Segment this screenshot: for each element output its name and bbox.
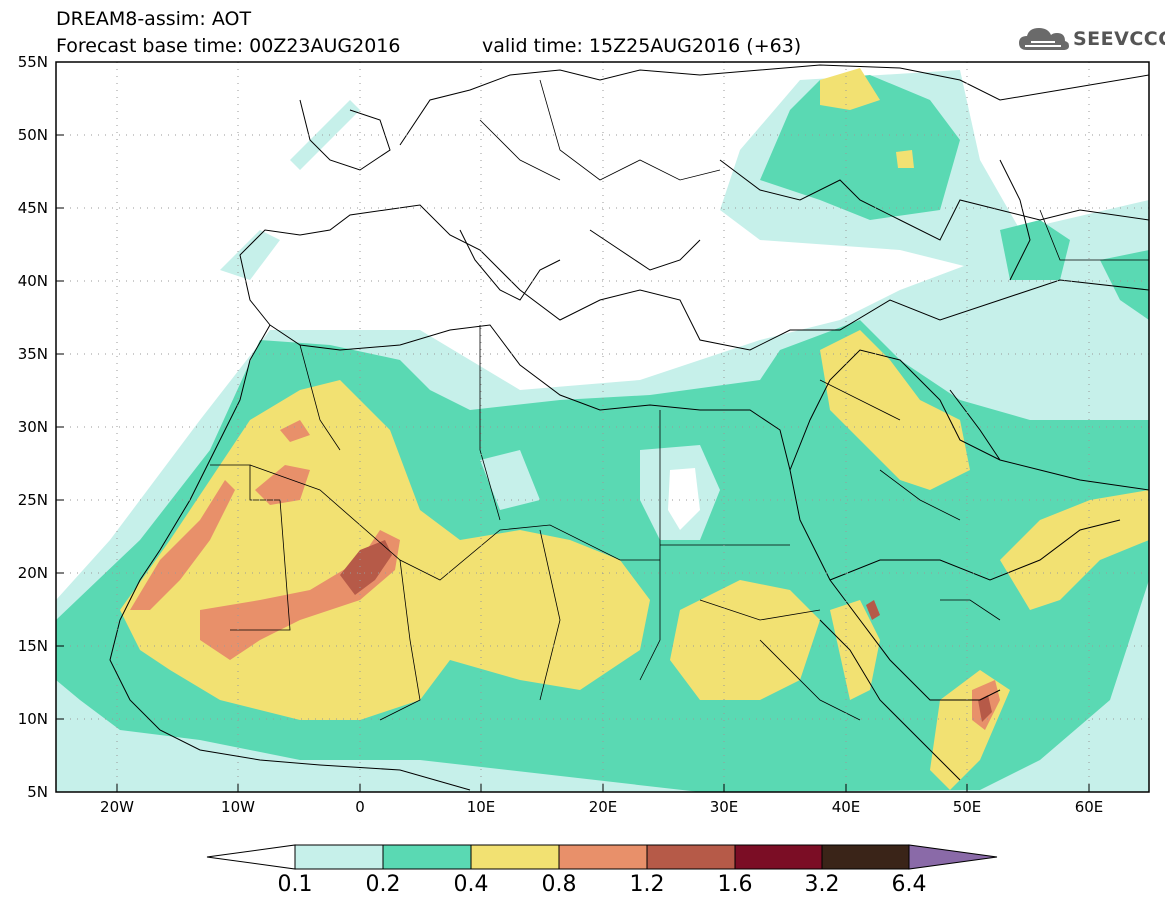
colorbar-swatch — [558, 844, 648, 870]
colorbar-label: 0.4 — [453, 872, 489, 897]
colorbar-swatch — [646, 844, 736, 870]
lon-label: 0 — [355, 798, 365, 816]
lon-label: 10W — [221, 798, 255, 816]
lat-label: 40N — [18, 272, 48, 290]
seevccc-logo: SEEVCCC — [1017, 24, 1165, 54]
aot-hole-algeria — [480, 450, 540, 510]
lat-label: 20N — [18, 564, 48, 582]
colorbar-label: 1.6 — [717, 872, 753, 897]
colorbar-swatch — [294, 844, 384, 870]
lon-label: 50E — [953, 798, 982, 816]
lat-label: 50N — [18, 126, 48, 144]
valid-time: valid time: 15Z25AUG2016 (+63) — [482, 35, 802, 57]
lat-label: 30N — [18, 418, 48, 436]
lat-label: 5N — [27, 783, 48, 801]
colorbar-label: 3.2 — [804, 872, 840, 897]
lon-label: 30E — [710, 798, 739, 816]
colorbar — [206, 844, 998, 870]
aot-fields — [56, 68, 1149, 792]
cloud-icon — [1019, 28, 1069, 50]
lon-labels: 20W 10W 0 10E 20E 30E 40E 50E 60E — [100, 798, 1103, 816]
colorbar-over-triangle — [908, 844, 998, 870]
map-title: DREAM8-assim: AOT — [56, 8, 252, 30]
colorbar-label: 0.8 — [541, 872, 577, 897]
lat-label: 55N — [18, 53, 48, 71]
axis-ticks — [56, 61, 1090, 792]
lon-label: 20W — [100, 798, 134, 816]
lat-labels: 55N 50N 45N 40N 35N 30N 25N 20N 15N 10N … — [18, 53, 48, 801]
grid — [56, 62, 1149, 792]
borders — [210, 79, 1149, 721]
colorbar-under-triangle — [206, 844, 296, 870]
colorbar-label: 6.4 — [891, 872, 927, 897]
lat-label: 15N — [18, 637, 48, 655]
lat-label: 45N — [18, 199, 48, 217]
lat-label: 35N — [18, 345, 48, 363]
colorbar-label: 0.1 — [277, 872, 313, 897]
aot-clear-egypt — [668, 468, 700, 530]
colorbar-label: 0.2 — [365, 872, 401, 897]
coastlines — [109, 64, 1149, 791]
lon-label: 10E — [467, 798, 496, 816]
colorbar-swatch — [382, 844, 472, 870]
colorbar-swatch — [470, 844, 560, 870]
lat-label: 10N — [18, 710, 48, 728]
lon-label: 20E — [589, 798, 618, 816]
forecast-base-time: Forecast base time: 00Z23AUG2016 — [56, 35, 401, 57]
lon-label: 40E — [832, 798, 861, 816]
lon-label: 60E — [1075, 798, 1104, 816]
logo-text: SEEVCCC — [1073, 28, 1165, 50]
colorbar-label: 1.2 — [629, 872, 665, 897]
colorbar-swatch — [734, 844, 823, 870]
aot-level-1.2 — [340, 540, 992, 722]
lat-label: 25N — [18, 491, 48, 509]
colorbar-swatch — [821, 844, 910, 870]
